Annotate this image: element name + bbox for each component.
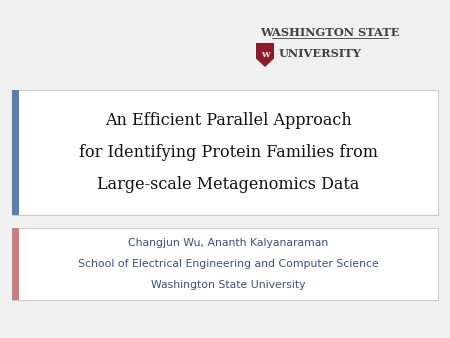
Text: Large-scale Metagenomics Data: Large-scale Metagenomics Data bbox=[97, 176, 360, 193]
Text: An Efficient Parallel Approach: An Efficient Parallel Approach bbox=[105, 112, 352, 129]
Bar bbox=[12, 90, 19, 215]
Text: W: W bbox=[261, 50, 269, 58]
Text: UNIVERSITY: UNIVERSITY bbox=[279, 48, 362, 59]
Text: Washington State University: Washington State University bbox=[151, 280, 306, 290]
Bar bbox=[12, 228, 19, 300]
Polygon shape bbox=[256, 43, 274, 67]
Text: WASHINGTON STATE: WASHINGTON STATE bbox=[260, 26, 400, 38]
FancyBboxPatch shape bbox=[12, 90, 438, 215]
FancyBboxPatch shape bbox=[12, 228, 438, 300]
Text: for Identifying Protein Families from: for Identifying Protein Families from bbox=[79, 144, 378, 161]
Text: School of Electrical Engineering and Computer Science: School of Electrical Engineering and Com… bbox=[78, 259, 379, 269]
Text: Changjun Wu, Ananth Kalyanaraman: Changjun Wu, Ananth Kalyanaraman bbox=[128, 238, 328, 248]
